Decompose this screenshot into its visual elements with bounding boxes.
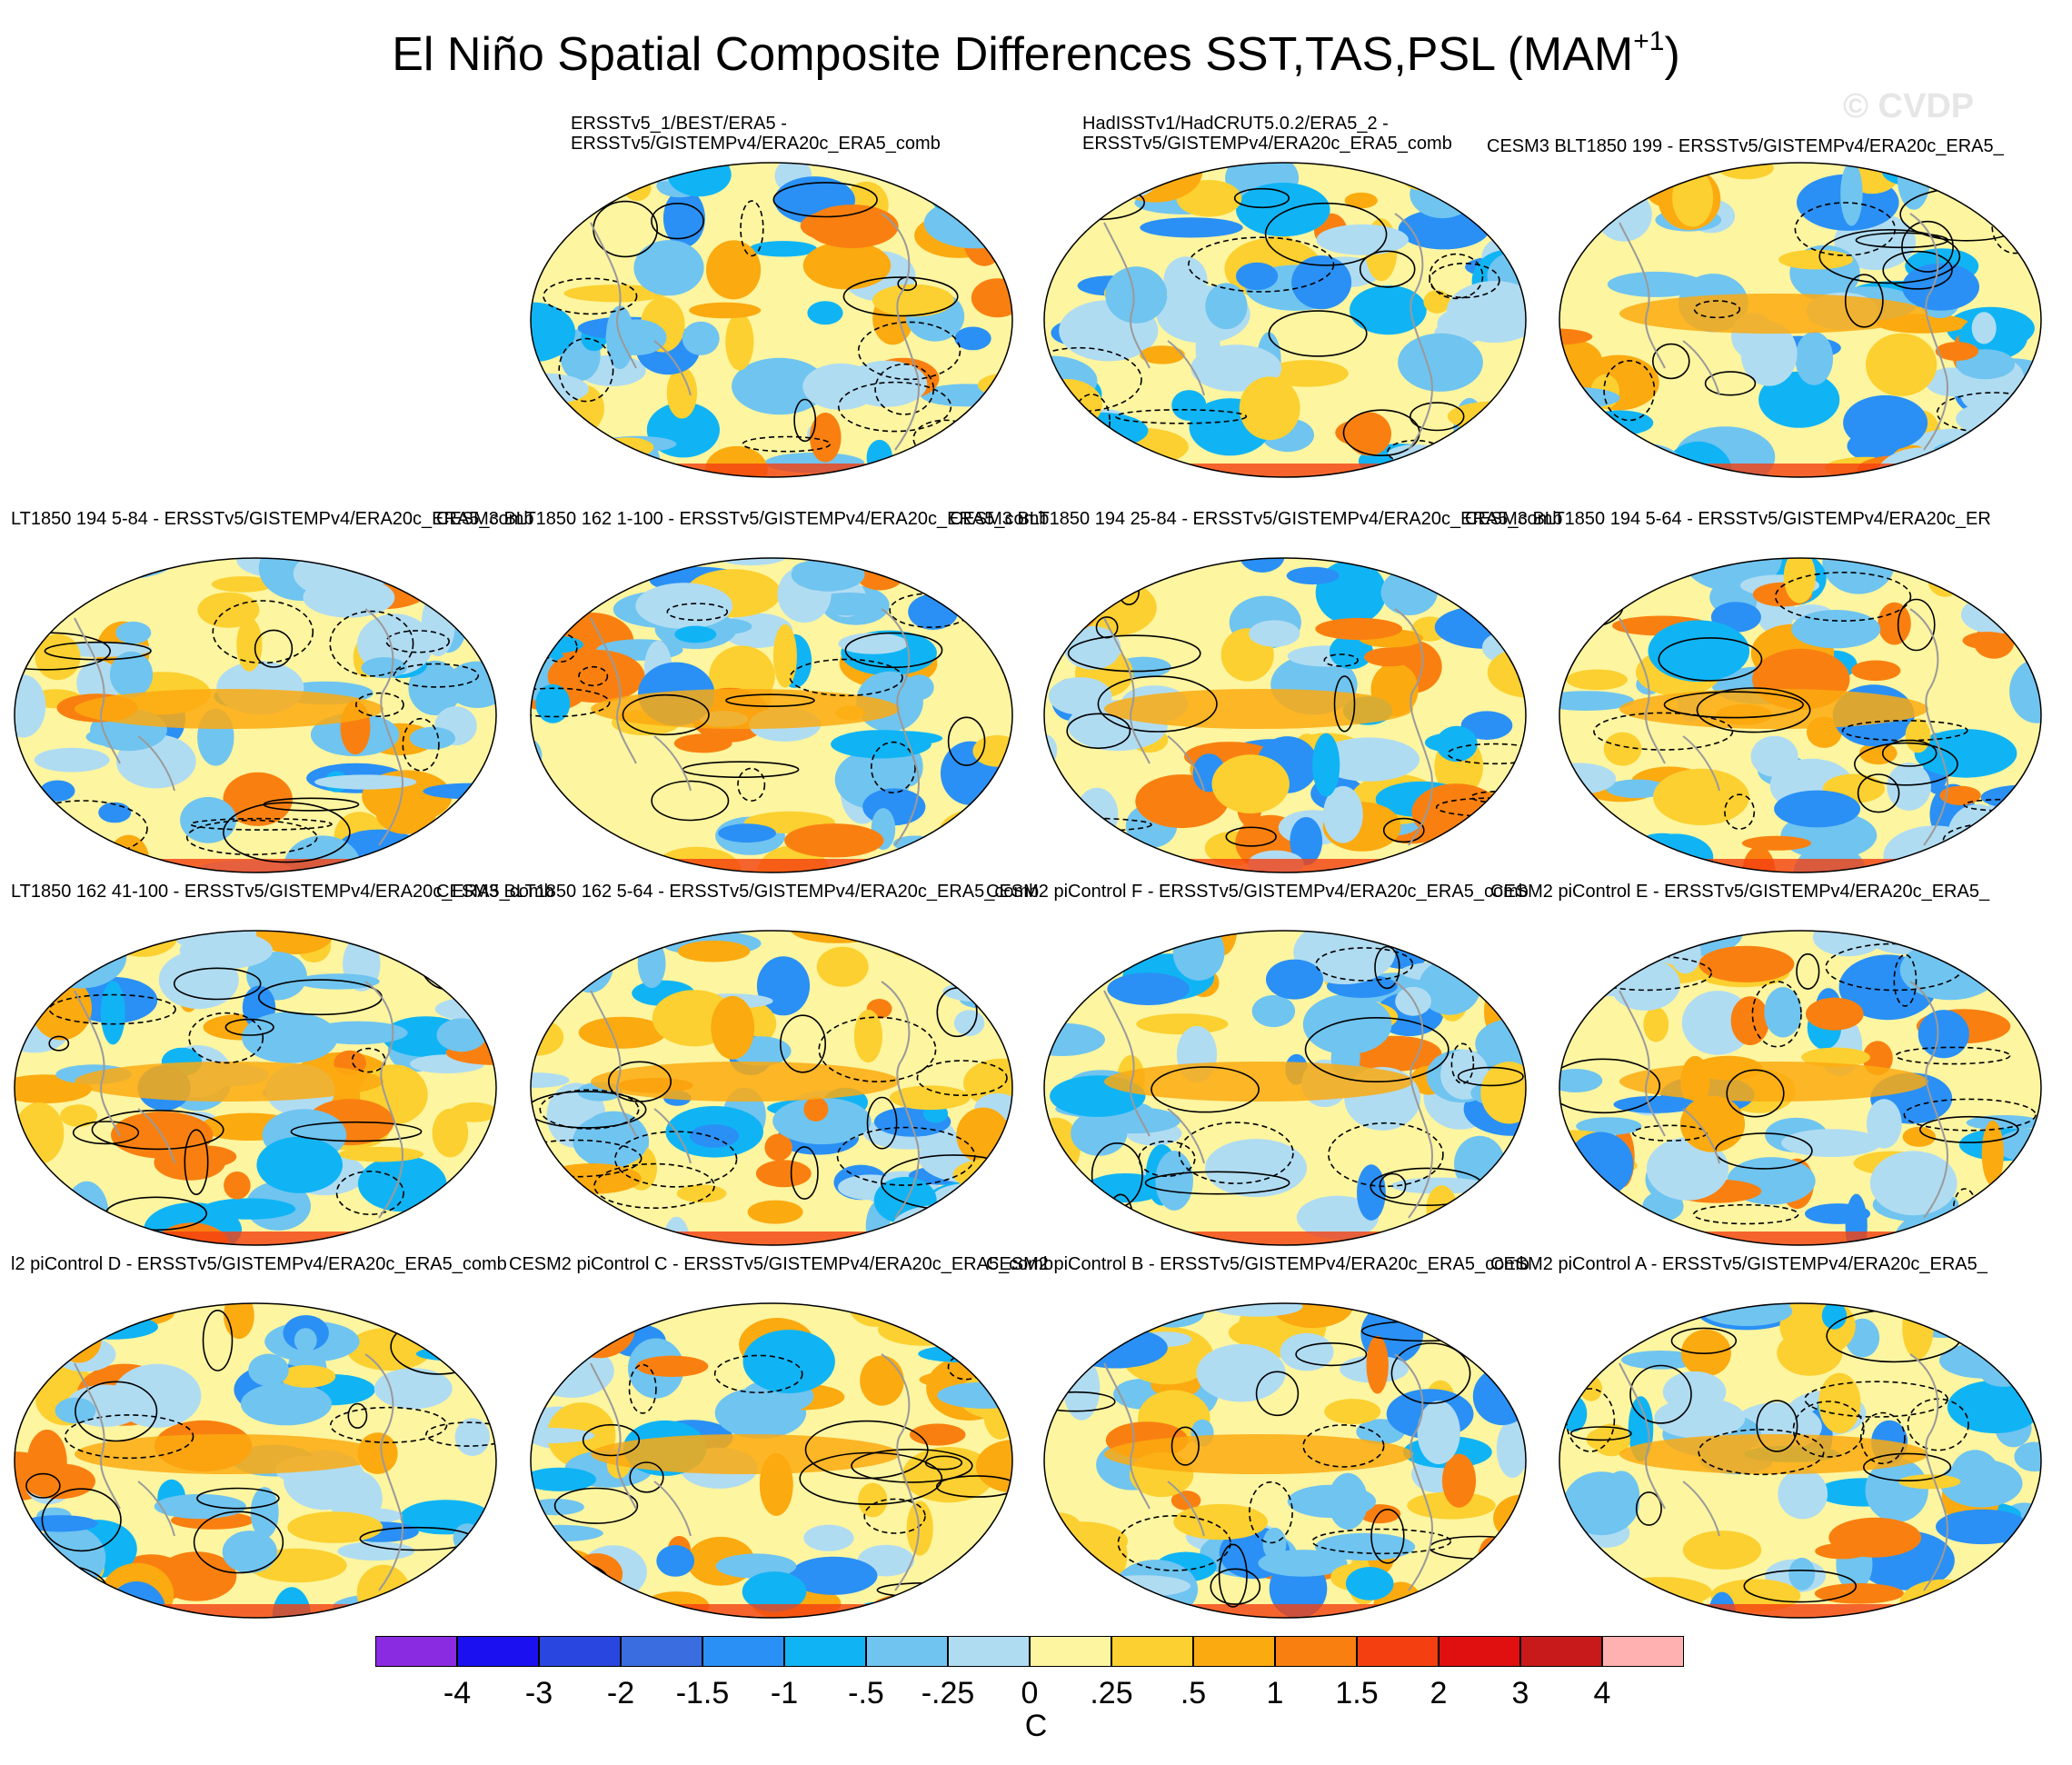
- map-panel: CESM3 BLT1850 162 5-64 - ERSSTv5/GISTEMP…: [436, 882, 1039, 1250]
- colorbar-tick-label: -1.5: [675, 1676, 730, 1710]
- world-map: [1559, 162, 2042, 478]
- map-panel: CESM2 piControl F - ERSSTv5/GISTEMPv4/ER…: [986, 882, 1529, 1250]
- map-panel: LT1850 194 5-84 - ERSSTv5/GISTEMPv4/ERA2…: [11, 509, 534, 877]
- world-map: [530, 1302, 1013, 1619]
- world-map: [1043, 930, 1527, 1246]
- panel-label: CESM2 piControl E - ERSSTv5/GISTEMPv4/ER…: [1490, 882, 1990, 902]
- map-panel: CESM3 BLT1850 194 25-84 - ERSSTv5/GISTEM…: [950, 509, 1562, 877]
- colorbar-tick-label: 3: [1511, 1676, 1529, 1710]
- colorbar-tick-label: -.5: [848, 1676, 884, 1710]
- panel-label: CESM3 BLT1850 194 5-64 - ERSSTv5/GISTEMP…: [1465, 509, 1991, 529]
- world-map: [1043, 557, 1527, 873]
- colorbar-swatch: [1357, 1636, 1439, 1667]
- colorbar-swatch: [1520, 1636, 1602, 1667]
- panel-label: CESM2 piControl B - ERSSTv5/GISTEMPv4/ER…: [986, 1254, 1529, 1274]
- panel-label: CESM3 BLT1850 162 5-64 - ERSSTv5/GISTEMP…: [436, 882, 1040, 902]
- colorbar-units: C: [1024, 1709, 1048, 1743]
- panel-label: CESM3 BLT1850 194 25-84 - ERSSTv5/GISTEM…: [950, 509, 1563, 529]
- colorbar-swatch: [866, 1636, 948, 1667]
- panel-label: CESM3 BLT1850 199 - ERSSTv5/GISTEMPv4/ER…: [1487, 136, 2004, 156]
- world-map: [14, 557, 497, 873]
- panel-label: CESM2 piControl F - ERSSTv5/GISTEMPv4/ER…: [986, 882, 1529, 902]
- colorbar-swatch: [539, 1636, 621, 1667]
- colorbar-tick-label: .5: [1180, 1676, 1207, 1710]
- colorbar-swatch: [1602, 1636, 1684, 1667]
- colorbar-swatch: [1111, 1636, 1193, 1667]
- panel-label: CESM3 BLT1850 162 1-100 - ERSSTv5/GISTEM…: [436, 509, 1050, 529]
- colorbar-tick-label: -3: [524, 1676, 553, 1710]
- world-map: [14, 1302, 497, 1619]
- colorbar-swatch: [1275, 1636, 1357, 1667]
- map-panel: ERSSTv5_1/BEST/ERA5 - ERSSTv5/GISTEMPv4/E…: [527, 114, 1016, 482]
- world-map: [14, 930, 497, 1246]
- watermark: © CVDP: [1843, 87, 1975, 125]
- panel-label: LT1850 162 41-100 - ERSSTv5/GISTEMPv4/ER…: [11, 882, 554, 902]
- map-panel: CESM3 BLT1850 162 1-100 - ERSSTv5/GISTEM…: [436, 509, 1049, 877]
- colorbar-tick-label: .25: [1090, 1676, 1133, 1710]
- map-panel: CESM2 piControl B - ERSSTv5/GISTEMPv4/ER…: [986, 1254, 1529, 1622]
- colorbar-swatch: [457, 1636, 539, 1667]
- world-map: [530, 162, 1013, 478]
- world-map: [530, 930, 1013, 1246]
- colorbar-tick-label: -2: [606, 1676, 635, 1710]
- colorbar-swatch: [1030, 1636, 1111, 1667]
- colorbar-tick-label: -.25: [921, 1676, 975, 1710]
- world-map: [1559, 930, 2042, 1246]
- colorbar-swatch: [1193, 1636, 1275, 1667]
- map-panel: LT1850 162 41-100 - ERSSTv5/GISTEMPv4/ER…: [11, 882, 554, 1250]
- colorbar-swatch: [702, 1636, 784, 1667]
- world-map: [1559, 1302, 2042, 1619]
- world-map: [1043, 1302, 1527, 1619]
- colorbar-tick-label: 4: [1593, 1676, 1611, 1710]
- world-map: [1043, 162, 1527, 478]
- map-panel: CESM3 BLT1850 194 5-64 - ERSSTv5/GISTEMP…: [1465, 509, 2045, 877]
- map-panel: CESM3 BLT1850 199 - ERSSTv5/GISTEMPv4/ER…: [1487, 114, 2045, 482]
- panel-label: ERSSTv5_1/BEST/ERA5 - ERSSTv5/GISTEMPv4/E…: [571, 114, 941, 154]
- colorbar-tick-label: -1: [770, 1676, 799, 1710]
- world-map: [530, 557, 1013, 873]
- map-panel: CESM2 piControl A - ERSSTv5/GISTEMPv4/ER…: [1490, 1254, 2045, 1622]
- panel-label: LT1850 194 5-84 - ERSSTv5/GISTEMPv4/ERA2…: [11, 509, 534, 529]
- colorbar-swatch: [784, 1636, 866, 1667]
- colorbar-swatch: [1439, 1636, 1520, 1667]
- map-panel: HadISSTv1/HadCRUT5.0.2/ERA5_2 - ERSSTv5/G…: [1041, 114, 1529, 482]
- panel-label: CESM2 piControl C - ERSSTv5/GISTEMPv4/ER…: [509, 1254, 1054, 1274]
- map-panel: CESM2 piControl C - ERSSTv5/GISTEMPv4/ER…: [509, 1254, 1053, 1622]
- world-map: [1559, 557, 2042, 873]
- map-panel: l2 piControl D - ERSSTv5/GISTEMPv4/ERA20…: [11, 1254, 507, 1622]
- panel-label: CESM2 piControl A - ERSSTv5/GISTEMPv4/ER…: [1490, 1254, 1987, 1274]
- colorbar-tick-label: 2: [1429, 1676, 1448, 1710]
- colorbar-tick-label: -4: [443, 1676, 472, 1710]
- map-panel: CESM2 piControl E - ERSSTv5/GISTEMPv4/ER…: [1490, 882, 2045, 1250]
- colorbar-swatch: [621, 1636, 702, 1667]
- panel-label: l2 piControl D - ERSSTv5/GISTEMPv4/ERA20…: [11, 1254, 507, 1274]
- panel-label: HadISSTv1/HadCRUT5.0.2/ERA5_2 - ERSSTv5/G…: [1082, 114, 1452, 154]
- colorbar-swatch: [948, 1636, 1030, 1667]
- colorbar-tick-label: 1: [1266, 1676, 1284, 1710]
- colorbar-tick-label: 1.5: [1335, 1676, 1379, 1710]
- colorbar-swatch: [375, 1636, 457, 1667]
- colorbar-tick-label: 0: [1021, 1676, 1039, 1710]
- figure-title: El Niño Spatial Composite Differences SS…: [392, 25, 1680, 81]
